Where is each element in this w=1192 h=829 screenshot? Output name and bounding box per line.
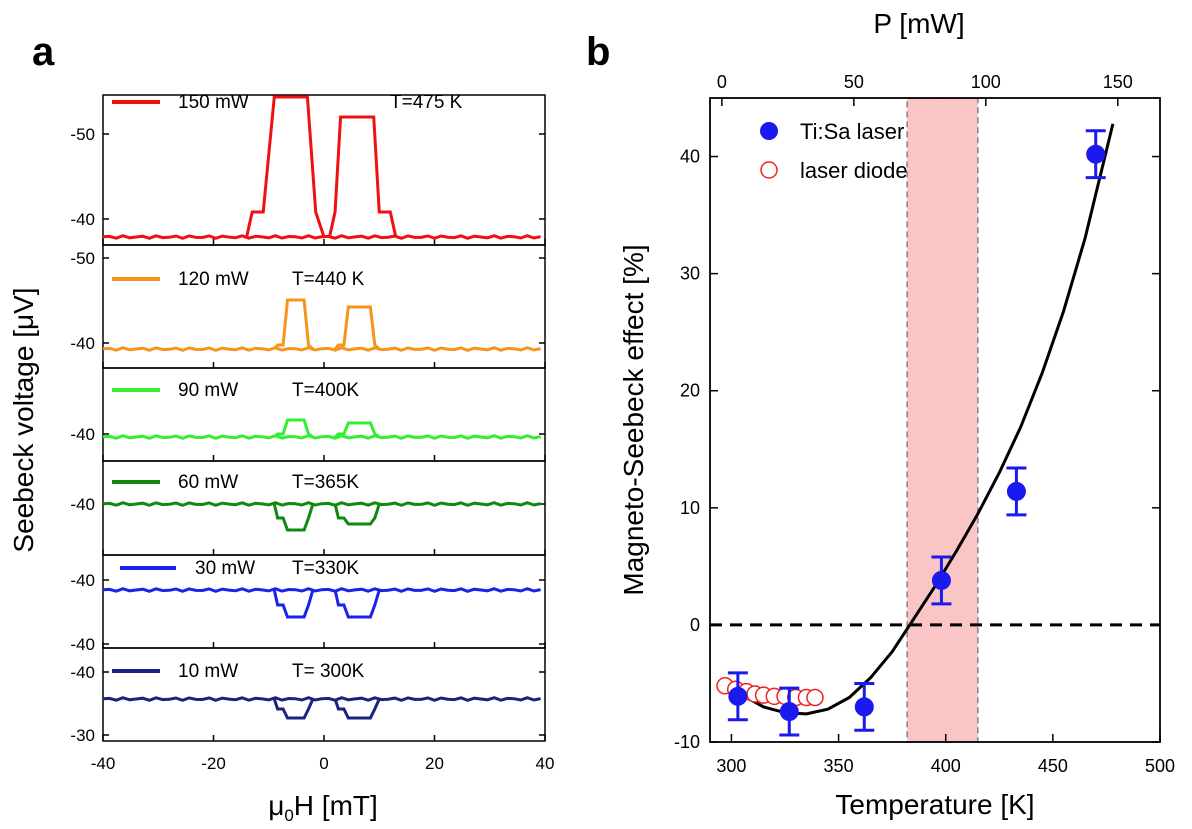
panel-b: -10 0 10 20 30 40 300 350 400 450 500 0 50 100 150 Ti:S… (674, 72, 1175, 776)
y-tick-label: 20 (680, 381, 700, 401)
y-tick-label: -10 (674, 732, 700, 752)
temperature-label: T=440 K (292, 269, 365, 290)
loop-right (333, 503, 381, 526)
temperature-label: T=400K (292, 380, 359, 401)
legend-ti-sa-marker (760, 122, 778, 140)
panel-b-ylabel: Magneto-Seebeck effect [%] (618, 244, 649, 595)
panel-b-xlabel: Temperature [K] (835, 789, 1034, 820)
y-tick-label: -50 (70, 249, 95, 268)
ti-sa-point (779, 702, 799, 722)
ti-sa-point (728, 686, 748, 706)
x-tick-label: 300 (716, 756, 746, 776)
legend-ti-sa-label: Ti:Sa laser (800, 119, 904, 144)
x-tick-label: 500 (1145, 756, 1175, 776)
x-tick-label: 450 (1038, 756, 1068, 776)
temperature-label: T=330K (292, 558, 359, 579)
x-tick-label: -40 (91, 754, 116, 773)
loop-right (333, 305, 381, 351)
panel-b-top-xlabel: P [mW] (873, 8, 964, 39)
y-tick-label: 30 (680, 264, 700, 284)
x-tick-label: -20 (201, 754, 226, 773)
panel-a: -50 -40 150 mW T=475 K -50 -40 120 mW T=440 K -4… (70, 92, 554, 773)
panel-a-xlabel: μ0H [mT] (268, 790, 378, 825)
loop-left (273, 298, 314, 351)
baseline-trace (102, 434, 541, 440)
y-tick-label: -50 (70, 125, 95, 144)
y-tick-label: -40 (70, 210, 95, 229)
y-tick-label: -40 (70, 495, 95, 514)
panel-a-letter: a (32, 30, 55, 74)
top-x-tick-label: 50 (844, 72, 864, 92)
y-tick-label: 10 (680, 498, 700, 518)
loop-right (334, 421, 381, 439)
ti-sa-point (931, 570, 951, 590)
ti-sa-point (1006, 481, 1026, 501)
ti-sa-point (1086, 144, 1106, 164)
loop-right (333, 698, 381, 720)
panel-b-letter: b (586, 30, 610, 74)
baseline-trace (102, 501, 541, 507)
loop-left (273, 418, 314, 439)
temperature-label: T= 300K (292, 661, 365, 682)
loop-left (272, 503, 315, 532)
power-label: 120 mW (178, 269, 249, 290)
y-tick-label: -40 (70, 635, 95, 654)
y-tick-label: -40 (70, 425, 95, 444)
power-label: 60 mW (178, 472, 238, 493)
x-tick-label: 400 (931, 756, 961, 776)
loop-right (328, 115, 398, 238)
shaded-region (906, 97, 979, 743)
x-tick-label: 350 (824, 756, 854, 776)
temperature-label: T=475 K (390, 92, 463, 113)
laser-diode-point (806, 688, 824, 707)
legend-laser-diode-marker (760, 161, 778, 179)
power-label: 10 mW (178, 661, 238, 682)
power-label: 90 mW (178, 380, 238, 401)
x-tick-label: 40 (536, 754, 555, 773)
top-x-tick-label: 100 (971, 72, 1001, 92)
x-tick-label: 0 (319, 754, 328, 773)
panel-a-ylabel: Seebeck voltage [μV] (8, 287, 39, 552)
top-x-tick-label: 150 (1103, 72, 1133, 92)
loop-left (272, 589, 315, 619)
y-tick-label: 0 (690, 615, 700, 635)
fit-curve (737, 123, 1115, 716)
y-tick-label: -40 (70, 663, 95, 682)
y-tick-label: -40 (70, 334, 95, 353)
panel-b-frame (709, 97, 1161, 743)
baseline-trace (102, 234, 541, 240)
loop-left (272, 698, 315, 720)
power-label: 150 mW (178, 92, 249, 113)
ti-sa-point (854, 697, 874, 717)
temperature-label: T=365K (292, 472, 359, 493)
legend-laser-diode-label: laser diode (800, 158, 908, 183)
y-tick-label: -30 (70, 726, 95, 745)
loop-left (245, 95, 326, 238)
baseline-trace (102, 696, 541, 702)
y-tick-label: 40 (680, 147, 700, 167)
y-tick-label: -40 (70, 571, 95, 590)
panel-a-frame (102, 94, 546, 246)
loop-right (333, 589, 381, 619)
top-x-tick-label: 0 (717, 72, 727, 92)
power-label: 30 mW (195, 558, 255, 579)
baseline-trace (102, 346, 541, 352)
x-tick-label: 20 (425, 754, 444, 773)
baseline-trace (102, 587, 541, 593)
